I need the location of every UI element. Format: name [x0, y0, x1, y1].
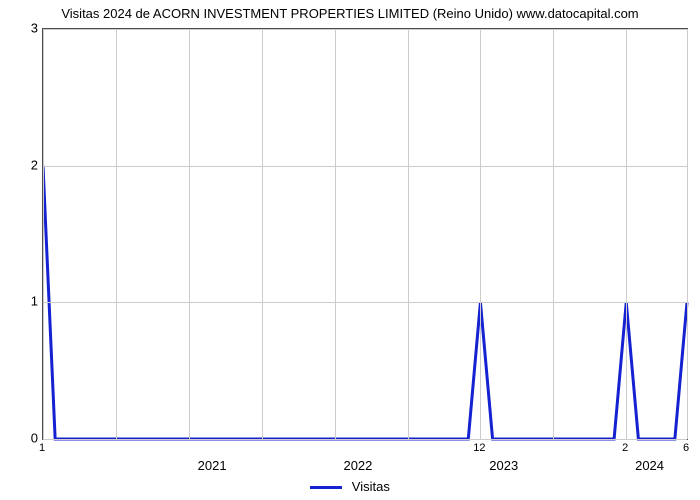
- grid-h: [43, 439, 687, 440]
- ytick-label: 3: [18, 21, 38, 36]
- grid-v: [553, 29, 554, 439]
- xtick-year: 2023: [489, 458, 518, 473]
- grid-h: [43, 302, 687, 303]
- ytick-label: 0: [18, 431, 38, 446]
- chart-page: Visitas 2024 de ACORN INVESTMENT PROPERT…: [0, 0, 700, 500]
- grid-h: [43, 29, 687, 30]
- xtick-year: 2021: [198, 458, 227, 473]
- legend-swatch: [310, 486, 342, 489]
- grid-v: [262, 29, 263, 439]
- grid-v: [335, 29, 336, 439]
- grid-v: [480, 29, 481, 439]
- ytick-label: 1: [18, 294, 38, 309]
- grid-v: [626, 29, 627, 439]
- xtick-spot: 6: [683, 442, 689, 454]
- xtick-year: 2024: [635, 458, 664, 473]
- grid-v: [687, 29, 688, 439]
- grid-v: [43, 29, 44, 439]
- legend-label: Visitas: [352, 479, 390, 494]
- xtick-spot: 12: [473, 442, 485, 454]
- xtick-year: 2022: [343, 458, 372, 473]
- grid-v: [116, 29, 117, 439]
- grid-h: [43, 166, 687, 167]
- xtick-spot: 1: [39, 442, 45, 454]
- chart-title: Visitas 2024 de ACORN INVESTMENT PROPERT…: [0, 6, 700, 21]
- ytick-label: 2: [18, 157, 38, 172]
- plot-area: [42, 28, 688, 440]
- grid-v: [408, 29, 409, 439]
- grid-v: [189, 29, 190, 439]
- line-plot-svg: [43, 29, 689, 441]
- legend: Visitas: [0, 479, 700, 494]
- xtick-spot: 2: [622, 442, 628, 454]
